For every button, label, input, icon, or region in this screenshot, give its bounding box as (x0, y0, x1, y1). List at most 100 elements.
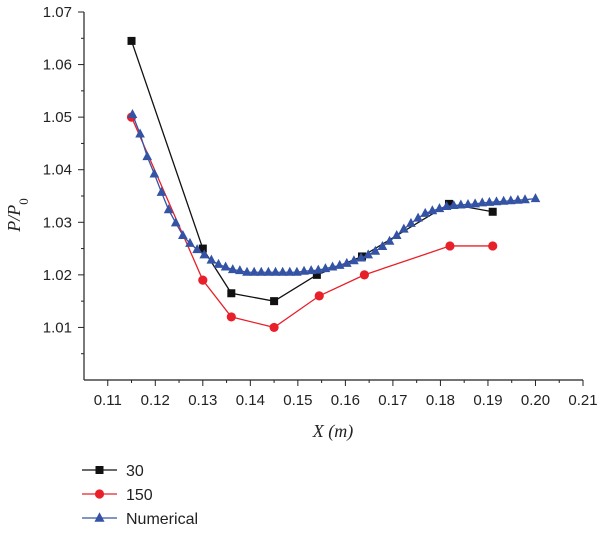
data-point (359, 270, 369, 280)
data-point (456, 199, 466, 209)
x-tick-label: 0.21 (568, 392, 597, 409)
legend: 30 150 Numerical (82, 463, 198, 528)
data-point (399, 223, 409, 233)
data-point (420, 207, 431, 217)
data-point (444, 199, 453, 208)
series-numerical (127, 109, 541, 276)
legend-marker (95, 466, 104, 474)
data-point (341, 257, 352, 267)
data-point (498, 195, 509, 205)
data-point (220, 261, 231, 271)
data-point (306, 265, 316, 275)
x-tick-label: 0.18 (426, 392, 455, 409)
x-tick-label: 0.20 (521, 392, 550, 409)
data-point (320, 263, 331, 273)
data-point (314, 291, 324, 301)
legend-item: 30 (82, 463, 144, 480)
data-point (445, 241, 455, 251)
data-point (513, 194, 523, 204)
y-tick-label: 1.03 (43, 214, 72, 231)
x-tick-label: 0.12 (141, 392, 170, 409)
data-point (127, 109, 138, 119)
data-point (235, 265, 245, 275)
data-point (185, 237, 195, 247)
x-tick-label: 0.14 (236, 392, 265, 409)
x-axis-title: X (m) (312, 421, 353, 442)
data-point (377, 241, 388, 250)
data-point (199, 249, 210, 259)
data-point (170, 217, 181, 227)
data-point (363, 249, 374, 259)
data-point (530, 193, 541, 203)
data-point (277, 266, 288, 276)
data-point (198, 275, 208, 285)
data-point (470, 198, 480, 208)
data-point (384, 235, 395, 245)
legend-label: 150 (126, 487, 153, 504)
data-point (213, 258, 224, 268)
data-point (127, 36, 136, 45)
legend-marker (94, 489, 105, 499)
legend-label: Numerical (126, 511, 198, 528)
data-point (269, 322, 279, 333)
data-point (256, 266, 267, 276)
x-tick-label: 0.19 (473, 392, 502, 409)
data-point (370, 245, 381, 255)
data-point (149, 168, 160, 178)
data-point (299, 265, 309, 275)
y-tick-label: 1.07 (43, 4, 72, 21)
data-point (312, 270, 321, 279)
data-point (227, 264, 238, 274)
y-tick-label: 1.06 (43, 57, 72, 74)
data-point (263, 266, 274, 276)
series-150 (126, 112, 498, 333)
y-tick-label: 1.02 (43, 267, 72, 284)
legend-item: 150 (82, 487, 153, 504)
y-tick-label: 1.04 (43, 162, 72, 179)
data-point (391, 229, 402, 239)
data-point (284, 266, 295, 276)
x-tick-label: 0.15 (283, 392, 312, 409)
x-tick-label: 0.17 (378, 392, 407, 409)
data-point (505, 195, 516, 205)
legend-marker (94, 512, 105, 522)
data-point (206, 254, 217, 264)
data-point (227, 289, 236, 298)
data-point (406, 217, 416, 227)
series-line (131, 114, 536, 273)
legend-item: Numerical (82, 511, 198, 528)
data-point (477, 197, 488, 207)
data-point (242, 266, 252, 276)
data-point (178, 229, 188, 239)
data-point (520, 194, 530, 204)
data-point (488, 241, 498, 251)
data-point (163, 204, 174, 214)
data-point (142, 151, 153, 161)
x-tick-label: 0.11 (94, 392, 122, 409)
series-line (130, 116, 493, 329)
data-point (491, 196, 502, 206)
data-point (413, 212, 423, 222)
series-line (130, 40, 493, 302)
data-point (349, 255, 359, 265)
y-tick-label: 1.01 (43, 319, 72, 336)
data-point (156, 186, 167, 196)
plot-series (126, 36, 541, 333)
y-tick-label: 1.05 (43, 109, 72, 126)
data-point (463, 198, 473, 208)
data-point (441, 201, 452, 211)
data-point (356, 252, 366, 262)
data-point (192, 244, 202, 254)
data-point (198, 244, 207, 253)
data-point (270, 266, 281, 276)
axes: 0.11 0.12 0.13 0.14 0.15 0.16 0.17 0.18 0.19 0.20… (43, 4, 598, 409)
data-point (488, 207, 497, 216)
data-point (448, 199, 459, 209)
legend-label: 30 (126, 463, 144, 480)
data-point (327, 261, 338, 271)
series-30 (127, 36, 497, 306)
data-point (226, 312, 236, 322)
data-point (484, 196, 495, 206)
data-point (249, 266, 259, 276)
